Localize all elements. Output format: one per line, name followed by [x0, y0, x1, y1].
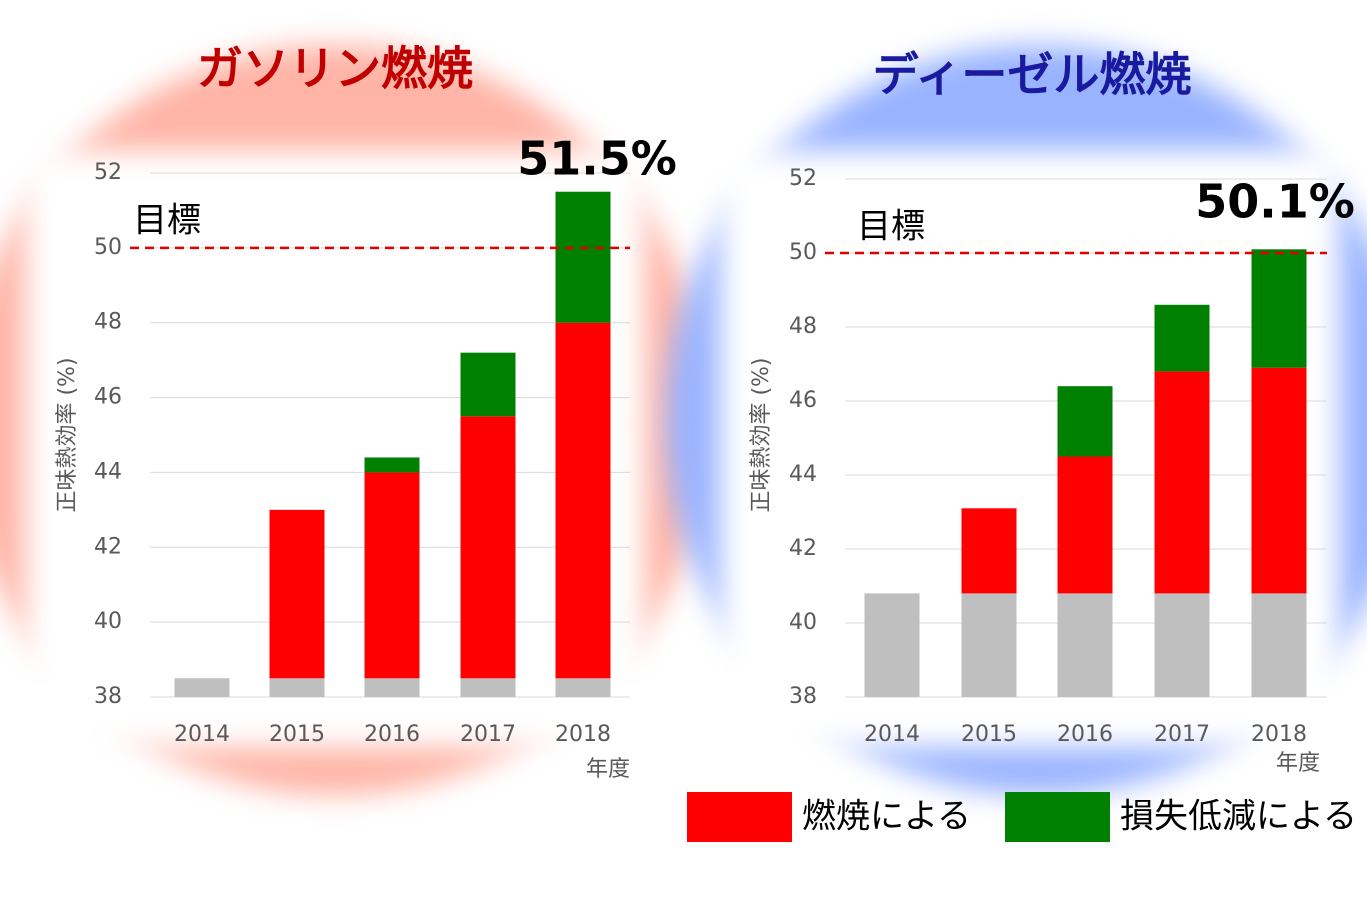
bar-segment [460, 416, 516, 679]
x-axis-label: 年度 [1276, 751, 1320, 776]
panel [720, 150, 1340, 748]
x-tick-label: 2018 [555, 722, 611, 747]
x-axis-label: 年度 [586, 757, 630, 782]
bar-segment [364, 678, 420, 697]
y-tick-label: 44 [789, 462, 817, 487]
y-axis-label: 正味熱効率 (%) [749, 357, 774, 512]
x-tick-label: 2018 [1251, 722, 1307, 747]
y-tick-label: 50 [94, 235, 122, 260]
legend-swatch [1005, 792, 1110, 842]
bar-segment [1251, 593, 1307, 697]
bar-segment [555, 678, 611, 697]
bar-segment [460, 352, 516, 417]
x-tick-label: 2015 [269, 722, 325, 747]
y-tick-label: 48 [94, 310, 122, 335]
bar-segment [174, 678, 230, 697]
bar-segment [1154, 371, 1210, 594]
y-tick-label: 38 [789, 684, 817, 709]
bar-segment [1154, 304, 1210, 372]
bar-segment [864, 593, 920, 697]
annotation: 50.1% [1195, 175, 1355, 229]
x-tick-label: 2014 [864, 722, 920, 747]
chart-title: ディーゼル燃焼 [873, 48, 1192, 102]
bar-segment [1251, 249, 1307, 368]
bar-segment [1057, 386, 1113, 457]
x-tick-label: 2017 [1154, 722, 1210, 747]
bar-segment [1057, 456, 1113, 594]
target-label: 目標 [857, 207, 925, 247]
bar-segment [555, 322, 611, 679]
legend-label: 損失低減による [1120, 797, 1357, 837]
legend-label: 燃焼による [802, 797, 971, 837]
bar-segment [961, 593, 1017, 697]
y-tick-label: 50 [789, 240, 817, 265]
y-tick-label: 40 [94, 609, 122, 634]
y-tick-label: 42 [94, 534, 122, 559]
x-tick-label: 2016 [364, 722, 420, 747]
bar-segment [269, 678, 325, 697]
bar-segment [555, 191, 611, 323]
bar-segment [961, 508, 1017, 594]
chart-title: ガソリン燃焼 [197, 42, 473, 96]
target-label: 目標 [133, 201, 201, 241]
x-tick-label: 2017 [460, 722, 516, 747]
annotation: 51.5% [517, 132, 677, 186]
bar-segment [364, 457, 420, 473]
y-tick-label: 42 [789, 536, 817, 561]
y-tick-label: 52 [94, 160, 122, 185]
y-tick-label: 46 [94, 385, 122, 410]
panel [25, 150, 645, 748]
x-tick-label: 2014 [174, 722, 230, 747]
y-tick-label: 48 [789, 314, 817, 339]
y-tick-label: 52 [789, 166, 817, 191]
y-axis-label: 正味熱効率 (%) [55, 357, 80, 512]
bar-segment [1154, 593, 1210, 697]
bar-segment [460, 678, 516, 697]
bar-segment [1251, 367, 1307, 594]
y-tick-label: 46 [789, 388, 817, 413]
y-tick-label: 38 [94, 684, 122, 709]
y-tick-label: 40 [789, 610, 817, 635]
bar-segment [269, 509, 325, 679]
x-tick-label: 2016 [1057, 722, 1113, 747]
bar-segment [364, 472, 420, 679]
x-tick-label: 2015 [961, 722, 1017, 747]
y-tick-label: 44 [94, 459, 122, 484]
legend-swatch [687, 792, 792, 842]
bar-segment [1057, 593, 1113, 697]
